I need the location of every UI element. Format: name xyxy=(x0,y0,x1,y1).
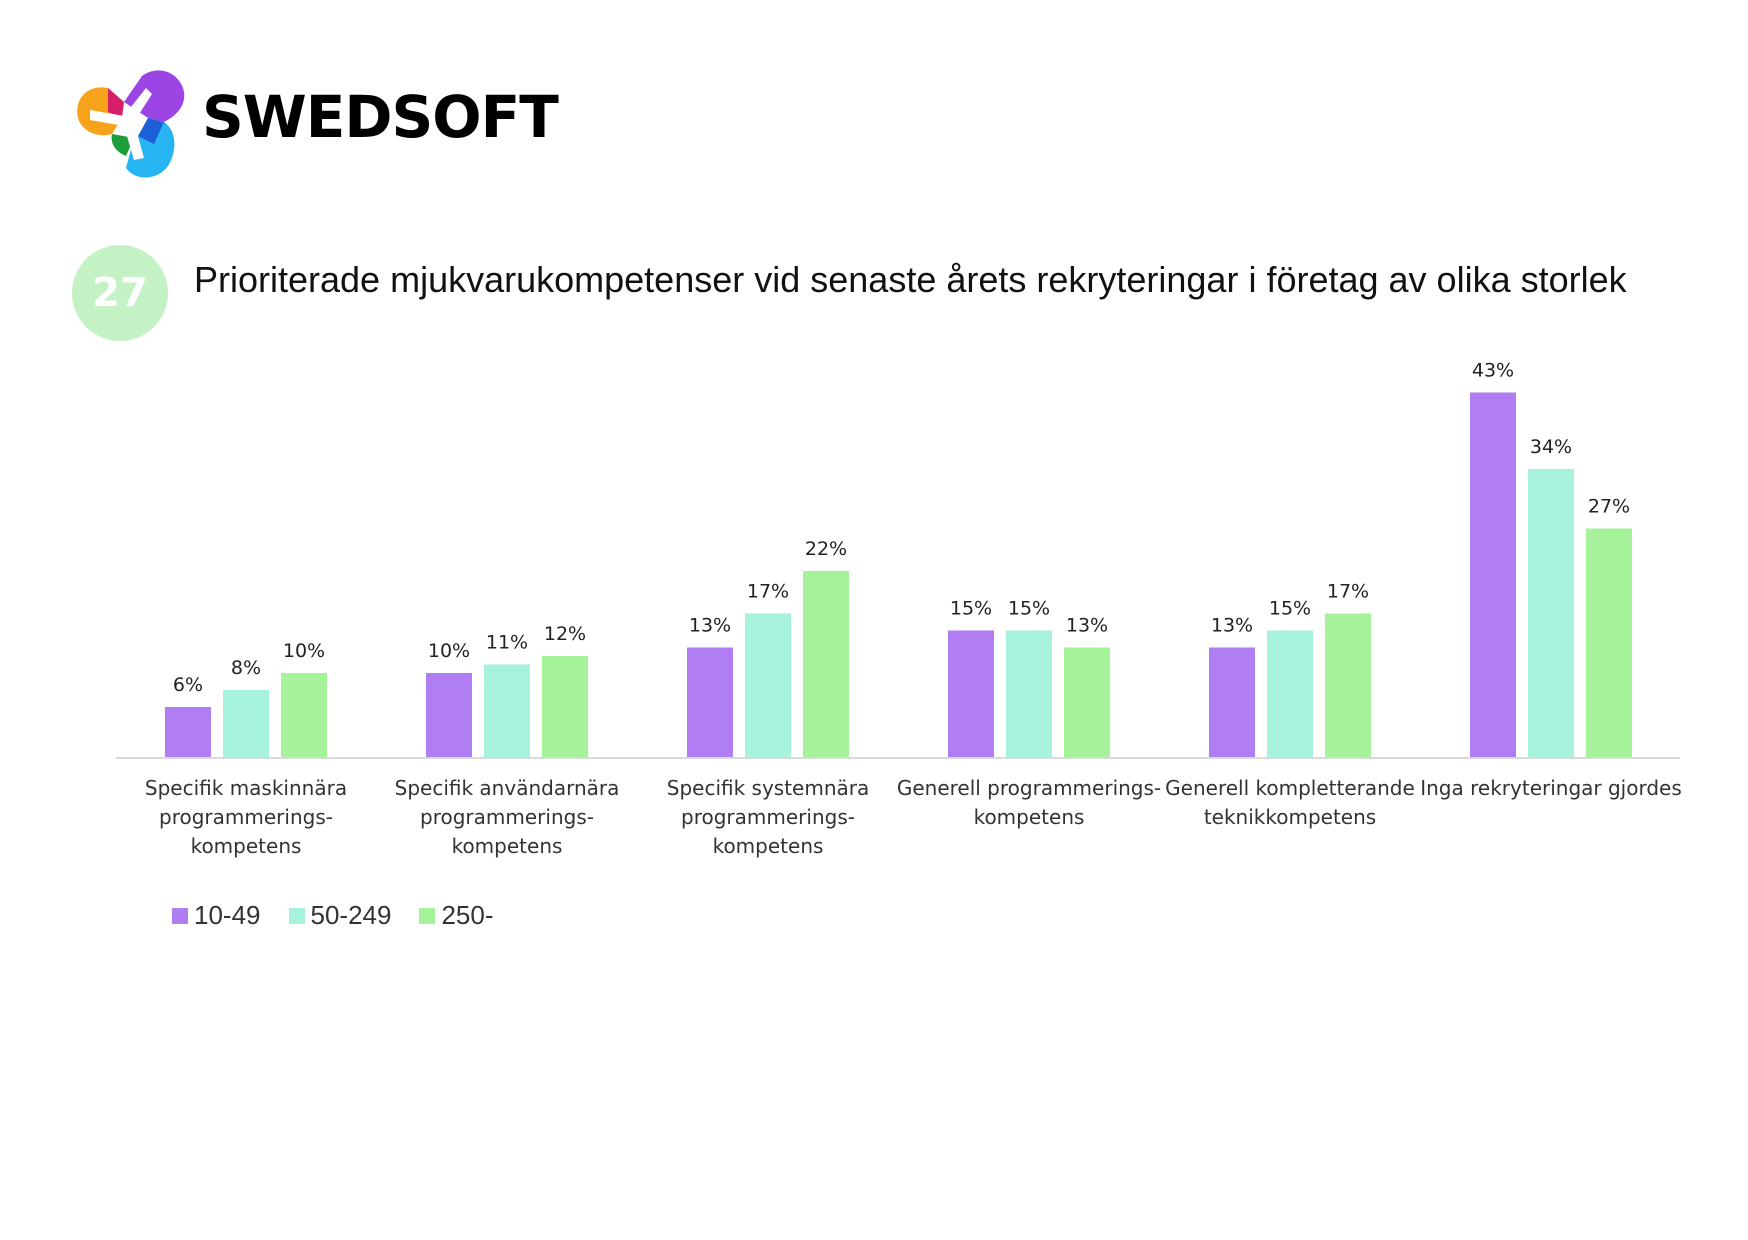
figure-title: Prioriterade mjukvarukompetenser vid sen… xyxy=(194,259,1627,300)
data-label: 43% xyxy=(1472,360,1514,382)
bar-10-49-0 xyxy=(165,707,211,758)
bar-50-249-2 xyxy=(745,613,791,758)
figure-number-badge: 27 xyxy=(72,245,168,341)
category-label: Specifik systemnära xyxy=(667,776,870,800)
legend-swatch xyxy=(419,907,436,924)
logo-white-propeller xyxy=(90,88,152,160)
bar-10-49-4 xyxy=(1209,647,1255,758)
bar-250--2 xyxy=(803,571,849,758)
data-label: 17% xyxy=(1327,581,1369,603)
legend-label: 50-249 xyxy=(310,900,392,930)
legend-item: 50-249 xyxy=(288,900,392,931)
data-label: 8% xyxy=(231,657,261,679)
data-label: 34% xyxy=(1530,436,1572,458)
data-label: 10% xyxy=(283,640,325,662)
bar-250--0 xyxy=(281,673,327,758)
bar-50-249-4 xyxy=(1267,630,1313,758)
data-label: 13% xyxy=(1066,615,1108,637)
legend-item: 10-49 xyxy=(172,900,261,931)
category-label: kompetens xyxy=(191,834,302,858)
brand-name: SWEDSOFT xyxy=(202,83,559,151)
category-label: Specifik användarnära xyxy=(395,776,620,800)
data-label: 15% xyxy=(1008,598,1050,620)
bar-250--3 xyxy=(1064,647,1110,758)
legend-item: 250- xyxy=(419,900,494,931)
category-label: Generell kompletterande xyxy=(1165,776,1415,800)
data-label: 13% xyxy=(689,615,731,637)
data-label: 6% xyxy=(173,674,203,696)
legend-label: 10-49 xyxy=(194,900,261,930)
legend-swatch xyxy=(172,907,188,924)
bar-250--1 xyxy=(542,656,588,758)
data-label: 11% xyxy=(486,632,528,654)
category-label: kompetens xyxy=(974,805,1085,829)
category-label: programmerings- xyxy=(420,805,594,829)
bar-250--5 xyxy=(1586,528,1632,758)
data-label: 15% xyxy=(1269,598,1311,620)
legend-swatch xyxy=(288,907,305,924)
swedsoft-logo xyxy=(77,70,185,178)
category-label: Generell programmerings- xyxy=(897,776,1161,800)
bar-10-49-5 xyxy=(1470,392,1516,758)
data-label: 13% xyxy=(1211,615,1253,637)
bar-10-49-1 xyxy=(426,673,472,758)
data-label: 15% xyxy=(950,598,992,620)
bar-50-249-3 xyxy=(1006,630,1052,758)
bar-50-249-0 xyxy=(223,690,269,758)
chart-legend: 10-49 50-249 250- xyxy=(172,900,494,931)
bar-50-249-5 xyxy=(1528,469,1574,758)
category-label: programmerings- xyxy=(681,805,855,829)
logo-magenta-segment xyxy=(108,88,124,118)
category-label: Inga rekryteringar gjordes xyxy=(1420,776,1682,800)
data-label: 12% xyxy=(544,623,586,645)
category-label: teknikkompetens xyxy=(1204,805,1376,829)
category-label: kompetens xyxy=(713,834,824,858)
data-label: 17% xyxy=(747,581,789,603)
category-label: kompetens xyxy=(452,834,563,858)
bar-10-49-2 xyxy=(687,647,733,758)
bar-50-249-1 xyxy=(484,664,530,758)
bar-250--4 xyxy=(1325,613,1371,758)
category-label: Specifik maskinnära xyxy=(145,776,347,800)
data-label: 10% xyxy=(428,640,470,662)
logo-darkblue-segment xyxy=(138,118,164,144)
data-label: 27% xyxy=(1588,496,1630,518)
category-label: programmerings- xyxy=(159,805,333,829)
data-label: 22% xyxy=(805,538,847,560)
legend-label: 250- xyxy=(441,900,494,930)
bar-10-49-3 xyxy=(948,630,994,758)
bar-chart: 6% 8% 10% Specifik maskinnära programmerings… xyxy=(116,360,1682,858)
